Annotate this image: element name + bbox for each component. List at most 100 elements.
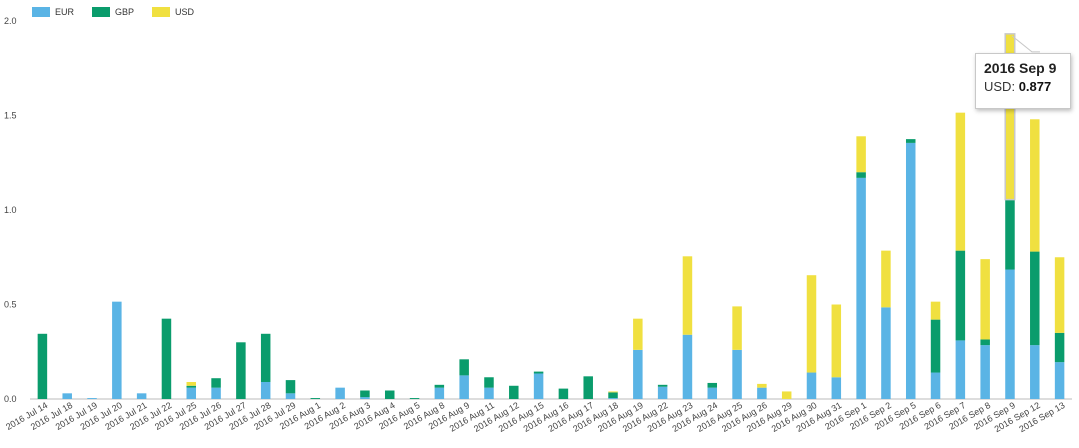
bar-segment-gbp	[608, 392, 618, 399]
bar-segment-usd	[955, 112, 966, 251]
bar-segment-gbp	[558, 388, 569, 399]
bar-segment-usd	[1030, 119, 1040, 252]
bar-segment-gbp	[980, 339, 990, 346]
bar-segment-eur	[856, 177, 866, 399]
bar-segment-eur	[707, 387, 718, 399]
bar-segment-gbp	[236, 342, 246, 399]
bar-segment-eur	[533, 373, 544, 399]
bar-segment-eur	[434, 387, 445, 399]
bar-segment-gbp	[285, 380, 296, 394]
bar-segment-usd	[856, 136, 866, 173]
y-tick-label: 2.0	[4, 16, 17, 26]
bar-segment-eur	[608, 398, 618, 399]
bar-segment-eur	[260, 381, 271, 399]
bar-segment-eur	[484, 387, 494, 399]
bar-segment-gbp	[360, 390, 370, 398]
bar-segment-eur	[905, 142, 916, 399]
bar-segment-eur	[930, 372, 941, 399]
bar-segment-usd	[633, 318, 643, 350]
y-tick-label: 0.0	[4, 394, 17, 404]
bar-segment-eur	[881, 307, 891, 399]
tooltip-value: 0.877	[1018, 79, 1052, 94]
bar-segment-usd	[930, 301, 941, 320]
bar-segment-eur	[831, 377, 842, 399]
legend-swatch-usd	[152, 7, 171, 17]
bar-segment-eur	[806, 372, 817, 399]
tooltip-title: 2016 Sep 9	[984, 60, 1057, 76]
bar-segment-gbp	[905, 139, 916, 143]
bar-segment-gbp	[161, 318, 172, 399]
bar-segment-eur	[87, 398, 97, 399]
bar-segment-gbp	[37, 333, 48, 399]
legend-item-gbp[interactable]: GBP	[92, 7, 134, 17]
bar-segment-eur	[186, 387, 197, 399]
bar-segment-eur	[657, 386, 668, 399]
bar-segment-gbp	[310, 398, 321, 399]
bar-segment-usd	[732, 306, 742, 350]
bar-segment-eur	[757, 387, 767, 399]
bar-segment-gbp	[930, 319, 941, 373]
tooltip-body: USD: 0.877	[984, 79, 1070, 94]
legend-swatch-gbp	[92, 7, 111, 17]
bar-segment-eur	[112, 301, 122, 399]
bar-segment-eur	[459, 375, 469, 399]
tooltip-pointer	[1011, 35, 1040, 53]
bar-segment-gbp	[459, 359, 469, 376]
bar-segment-usd	[980, 259, 990, 340]
bar-segment-usd	[831, 304, 842, 378]
bar-segment-gbp	[856, 172, 866, 178]
bar-segment-eur	[285, 393, 296, 399]
bar-segment-eur	[211, 387, 221, 399]
bar-segment-eur	[633, 349, 643, 399]
bar-segment-gbp	[211, 378, 221, 388]
bar-segment-gbp	[260, 333, 271, 382]
bar-segment-gbp	[1030, 251, 1040, 346]
bar-segment-usd	[757, 383, 767, 388]
bar-segment-gbp	[509, 385, 519, 399]
bar-segment-usd	[608, 391, 618, 393]
bar-segment-eur	[136, 393, 147, 399]
bar-segment-eur	[682, 334, 693, 399]
legend-swatch-eur	[32, 7, 50, 17]
legend: EUR GBP USD	[32, 7, 194, 17]
bar-segment-gbp	[384, 390, 395, 399]
bar-segment-usd	[781, 391, 792, 399]
bar-segment-eur	[955, 340, 966, 399]
y-tick-label: 1.0	[4, 205, 17, 215]
bar-segment-gbp	[484, 377, 494, 388]
bar-segment-eur	[335, 387, 345, 399]
bar-segment-eur	[1005, 269, 1015, 399]
bar-segment-gbp	[186, 385, 197, 388]
bar-segment-eur	[980, 345, 990, 399]
tooltip: 2016 Sep 9 USD: 0.877	[975, 53, 1071, 109]
bar-segment-eur	[360, 397, 370, 399]
bar-segment-usd	[682, 256, 693, 335]
legend-label-eur: EUR	[55, 7, 75, 17]
bar-segment-gbp	[955, 250, 966, 341]
bar-segment-gbp	[533, 371, 544, 374]
y-tick-label: 0.5	[4, 300, 17, 310]
bar-segment-gbp	[1054, 332, 1065, 363]
tooltip-label: USD:	[984, 79, 1016, 94]
bar-segment-eur	[1054, 362, 1065, 399]
legend-item-usd[interactable]: USD	[152, 7, 194, 17]
bar-segment-gbp	[657, 384, 668, 387]
bar-segment-usd	[806, 275, 817, 373]
bar-segment-eur	[1030, 345, 1040, 399]
bar-segment-gbp	[583, 376, 593, 399]
bar-segment-usd	[881, 250, 891, 308]
bar-segment-usd	[1054, 257, 1065, 333]
legend-item-eur[interactable]: EUR	[32, 7, 74, 17]
bar-segment-gbp	[434, 384, 445, 388]
legend-label-gbp: GBP	[115, 7, 135, 17]
bar-segment-usd	[1004, 33, 1016, 201]
bar-segment-gbp	[707, 382, 718, 388]
y-tick-label: 1.5	[4, 111, 17, 121]
bar-segment-gbp	[409, 398, 420, 399]
bar-segment-eur	[62, 393, 72, 399]
bar-segment-eur	[732, 349, 742, 399]
bar-segment-gbp	[1005, 199, 1015, 270]
legend-label-usd: USD	[175, 7, 195, 17]
